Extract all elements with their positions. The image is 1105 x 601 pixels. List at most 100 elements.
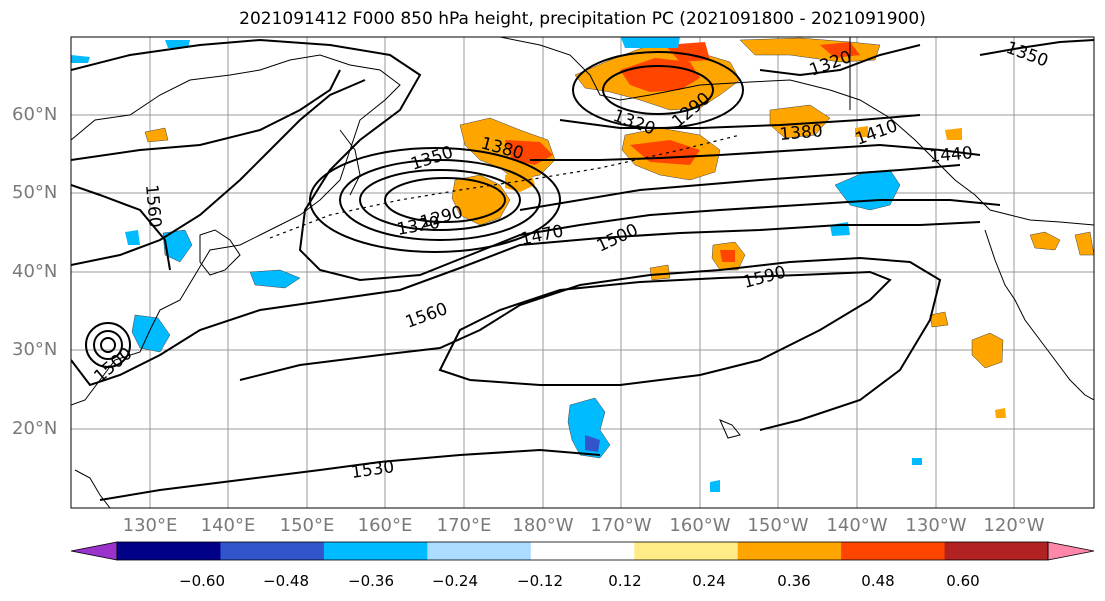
precip-positive-area <box>929 311 949 328</box>
colorbar-swatch <box>117 542 221 560</box>
contour-line <box>71 184 171 271</box>
coastline-asia <box>71 54 401 406</box>
precip-negative-area <box>162 229 193 263</box>
precip-positive-area <box>459 117 556 181</box>
lat-label: 50°N <box>12 182 58 203</box>
contour-line <box>979 39 1094 56</box>
precip-positive-area <box>995 408 1006 418</box>
colorbar-swatch <box>323 542 428 560</box>
precip-positive-area <box>945 128 962 140</box>
precip-negative-area <box>131 314 171 353</box>
coastline-hawaii <box>719 419 741 439</box>
lon-label: 150°E <box>279 515 335 536</box>
colorbar-swatch <box>220 542 325 560</box>
precip-positive-area <box>1074 231 1094 256</box>
colorbar-swatch <box>841 542 946 560</box>
precip-positive-area <box>144 127 169 143</box>
coastlines <box>71 37 1094 508</box>
colorbar-swatch <box>944 542 1049 560</box>
contour-line <box>519 164 961 211</box>
contour-line <box>85 322 131 368</box>
lat-label: 60°N <box>12 104 58 125</box>
colorbar-tick-label: −0.12 <box>517 572 563 590</box>
lon-label: 130°W <box>905 515 967 536</box>
coastline-philippines <box>74 469 111 508</box>
contour-line <box>309 147 561 253</box>
precip-positive-area <box>720 250 735 262</box>
contour-label: 1560 <box>141 184 165 229</box>
contour-line <box>100 337 116 353</box>
contour-line <box>99 448 601 501</box>
lon-label: 160°W <box>669 515 731 536</box>
colorbar-tick-label: 0.48 <box>861 572 895 590</box>
colorbar <box>70 541 1095 561</box>
precip-negative-area <box>165 40 190 48</box>
map-frame <box>70 36 1095 509</box>
lat-label: 20°N <box>12 418 58 439</box>
height-contours <box>71 38 1094 501</box>
colorbar-swatch <box>737 542 842 560</box>
lon-label: 160°E <box>357 515 413 536</box>
precip-negative-area <box>125 230 140 245</box>
contour-line <box>530 143 981 161</box>
chart-title: 2021091412 F000 850 hPa height, precipit… <box>239 9 926 29</box>
contour-line <box>93 330 123 360</box>
colorbar-tick-label: −0.60 <box>179 572 225 590</box>
colorbar-swatch <box>530 542 635 560</box>
precip-positive-area <box>1029 231 1061 251</box>
contour-line <box>71 221 981 387</box>
colorbar-tick-label: 0.36 <box>777 572 811 590</box>
lon-label: 150°W <box>747 515 809 536</box>
contour-line <box>339 159 541 241</box>
lon-label: 140°E <box>200 515 256 536</box>
precip-negative-area <box>710 480 720 492</box>
colorbar-tick-label: −0.36 <box>348 572 394 590</box>
coastline-japan <box>199 229 241 276</box>
lon-label: 120°W <box>983 515 1045 536</box>
contour-line <box>759 44 921 77</box>
colorbar-swatch <box>427 542 532 560</box>
contour-line <box>559 114 921 129</box>
contour-line <box>71 79 366 266</box>
contour-line <box>384 177 506 223</box>
contour-line <box>239 256 942 431</box>
lon-label: 170°W <box>590 515 652 536</box>
coastline-canada <box>989 209 1094 226</box>
colorbar-tick-label: −0.48 <box>263 572 309 590</box>
colorbar-tick-label: 0.60 <box>946 572 980 590</box>
lon-label: 170°E <box>436 515 492 536</box>
coastline-alaska <box>499 37 991 211</box>
colorbar-frame <box>116 541 1049 561</box>
precip-positive-area <box>855 126 868 137</box>
contour-line <box>602 65 714 115</box>
precip-positive-area <box>505 140 553 165</box>
colorbar-swatch <box>634 542 739 560</box>
precip-positive-area <box>971 332 1004 369</box>
precip-negative-area <box>71 55 90 63</box>
colorbar-tick-label: 0.12 <box>608 572 642 590</box>
contour-line <box>438 270 892 386</box>
lon-label: 180°W <box>512 515 574 536</box>
dateline-path <box>269 134 741 239</box>
contour-line <box>71 69 341 161</box>
lon-label: 140°W <box>826 515 888 536</box>
precip-negative-area <box>249 269 301 289</box>
contour-label: 1380 <box>779 121 824 145</box>
colorbar-high-extend <box>1047 541 1095 561</box>
colorbar-tick-label: 0.24 <box>692 572 726 590</box>
graticule <box>71 37 1094 508</box>
precip-negative-area <box>912 458 922 465</box>
contour-line <box>359 169 521 231</box>
lon-label: 130°E <box>122 515 178 536</box>
lat-label: 30°N <box>12 339 58 360</box>
contour-label: 1440 <box>929 143 974 167</box>
precip-positive-area <box>649 264 671 281</box>
coastline-us-west <box>984 229 1094 401</box>
lat-label: 40°N <box>12 261 58 282</box>
precip-negative-area <box>620 37 680 48</box>
colorbar-tick-label: −0.24 <box>432 572 478 590</box>
precip-negative-area <box>585 435 600 452</box>
colorbar-low-extend <box>70 541 118 561</box>
contour-line <box>71 38 1001 282</box>
